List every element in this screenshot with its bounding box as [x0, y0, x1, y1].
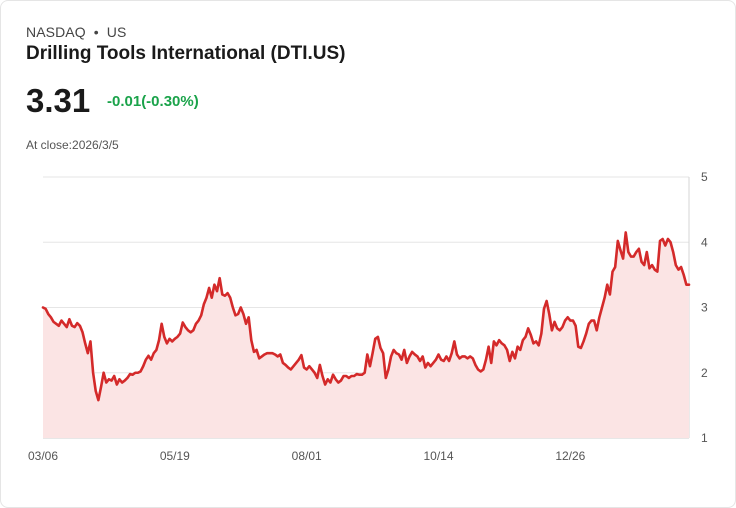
y-tick-label: 4 [701, 235, 708, 249]
y-tick-label: 5 [701, 170, 708, 184]
x-tick-label: 03/06 [28, 449, 58, 463]
axis-layer: 1 2 3 4 5 03/06 05/19 08/01 10/14 12/26 [28, 170, 708, 463]
exchange-line: NASDAQ • US [26, 24, 126, 40]
y-tick-label: 1 [701, 431, 708, 445]
close-date: At close:2026/3/5 [26, 138, 119, 152]
stock-price: 3.31 [26, 82, 91, 119]
region: US [106, 24, 127, 40]
x-tick-label: 10/14 [423, 449, 453, 463]
x-tick-label: 05/19 [160, 449, 190, 463]
stock-title: Drilling Tools International (DTI.US) [26, 43, 346, 64]
x-tick-label: 12/26 [555, 449, 585, 463]
y-tick-label: 2 [701, 366, 708, 380]
separator-dot: • [93, 24, 99, 40]
exchange-name: NASDAQ [26, 24, 86, 40]
price-change: -0.01(-0.30%) [107, 93, 199, 110]
price-line [41, 231, 691, 402]
y-tick-label: 3 [701, 301, 708, 315]
x-tick-label: 08/01 [292, 449, 322, 463]
price-area-fill [43, 232, 689, 438]
